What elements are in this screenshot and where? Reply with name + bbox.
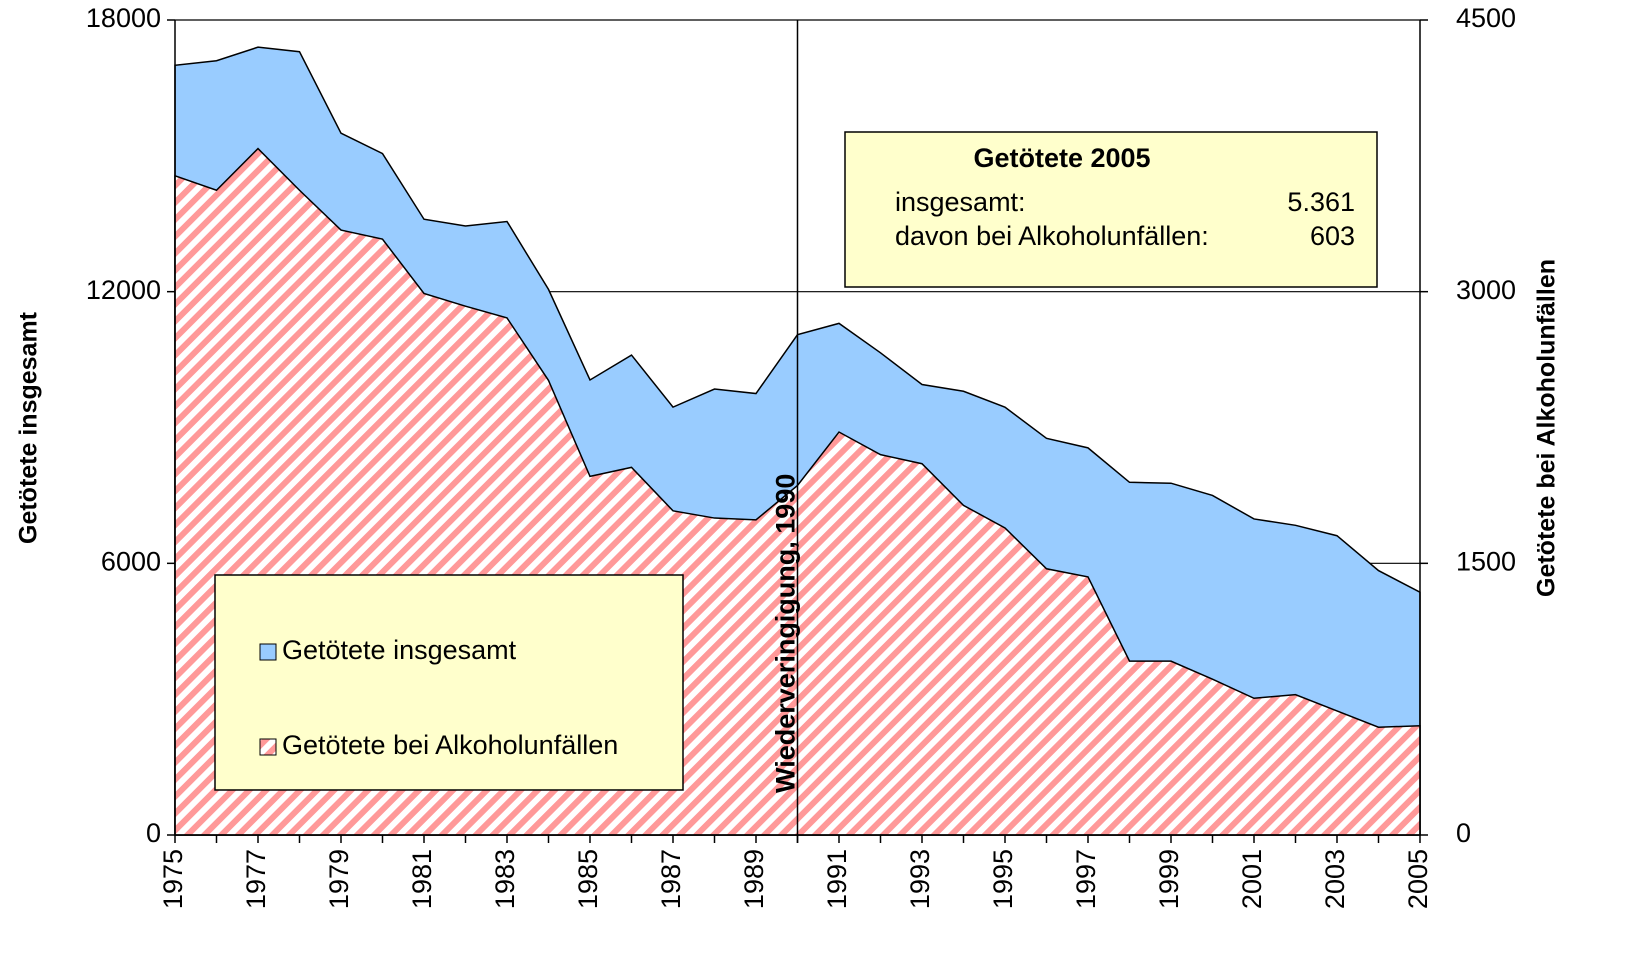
x-tick-label: 1979 (324, 849, 354, 909)
legend-swatch (259, 738, 277, 756)
info-label: insgesamt: (895, 187, 1026, 217)
x-tick-label: 1993 (905, 849, 935, 909)
x-tick-label: 2001 (1237, 849, 1267, 909)
x-tick-label: 1977 (241, 849, 271, 909)
x-tick-label: 2005 (1403, 849, 1433, 909)
x-tick-label: 1981 (407, 849, 437, 909)
y-tick-label: 6000 (101, 546, 161, 576)
y2-tick-label: 1500 (1456, 546, 1516, 576)
info-label: davon bei Alkoholunfällen: (895, 221, 1209, 251)
x-tick-label: 1991 (822, 849, 852, 909)
info-value: 5.361 (1287, 187, 1355, 217)
y2-tick-label: 3000 (1456, 275, 1516, 305)
y2-tick-label: 4500 (1456, 3, 1516, 33)
y-axis-title: Getötete insgesamt (15, 311, 43, 544)
x-tick-label: 1999 (1154, 849, 1184, 909)
legend-swatch (259, 643, 277, 661)
y2-axis-title: Getötete bei Alkoholunfällen (1533, 259, 1561, 597)
legend-label: Getötete bei Alkoholunfällen (282, 730, 618, 760)
y2-tick-label: 0 (1456, 818, 1471, 848)
x-tick-label: 1995 (988, 849, 1018, 909)
y-tick-label: 12000 (86, 275, 161, 305)
info-title: Getötete 2005 (973, 143, 1150, 173)
x-tick-label: 1987 (656, 849, 686, 909)
y-tick-label: 0 (146, 818, 161, 848)
info-box-frame (844, 131, 1378, 288)
legend-label: Getötete insgesamt (282, 635, 517, 665)
info-box: Getötete 2005 insgesamt: 5.361 davon bei… (844, 131, 1378, 288)
x-tick-label: 1975 (158, 849, 188, 909)
x-tick-label: 1983 (490, 849, 520, 909)
legend-box (214, 574, 684, 791)
annotation-text: Wiederveringigung, 1990 (771, 474, 801, 793)
x-tick-label: 1997 (1071, 849, 1101, 909)
x-tick-label: 2003 (1320, 849, 1350, 909)
x-tick-label: 1989 (739, 849, 769, 909)
info-value: 603 (1310, 221, 1355, 251)
x-tick-label: 1985 (573, 849, 603, 909)
legend: Getötete insgesamt Getötete bei Alkoholun… (214, 574, 684, 791)
y-tick-label: 18000 (86, 3, 161, 33)
